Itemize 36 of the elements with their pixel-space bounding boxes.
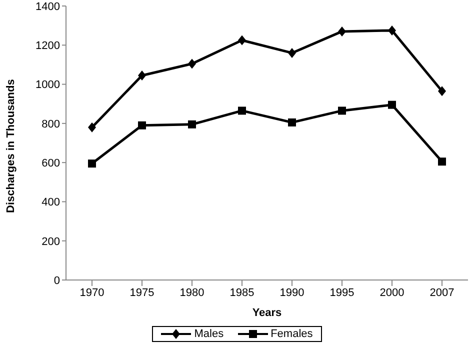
point	[288, 118, 296, 126]
x-tick-label: 1990	[280, 286, 304, 299]
y-tick-label: 600	[42, 157, 60, 170]
point	[288, 48, 296, 58]
x-tick-label: 2000	[380, 286, 404, 299]
point	[238, 35, 246, 46]
y-tick-label: 1200	[36, 40, 60, 52]
legend-label: Males	[194, 328, 224, 340]
y-tick-label: 800	[42, 118, 60, 130]
y-axis-title: Discharges in Thousands	[4, 79, 17, 213]
x-tick-label: 1970	[80, 286, 104, 299]
point	[138, 70, 146, 80]
point	[188, 58, 196, 69]
point	[438, 86, 446, 96]
y-tick-label: 400	[42, 196, 60, 209]
x-axis-title: Years	[252, 307, 282, 319]
x-tick-label: 1975	[130, 286, 154, 299]
point	[238, 106, 246, 115]
point	[438, 158, 446, 166]
point	[138, 121, 146, 130]
point	[88, 160, 96, 168]
x-tick-label: 2007	[430, 286, 454, 299]
y-tick-label: 0	[54, 274, 60, 287]
point	[338, 106, 346, 115]
x-tick-label: 1985	[230, 286, 254, 299]
legend-label: Females	[270, 328, 313, 340]
point	[388, 100, 396, 109]
point	[388, 25, 396, 36]
y-tick-label: 200	[42, 236, 60, 248]
point	[188, 120, 196, 128]
y-tick-label: 1400	[36, 0, 60, 13]
x-tick-label: 1995	[330, 286, 354, 299]
x-tick-label: 1980	[180, 286, 204, 299]
point	[88, 122, 96, 132]
y-tick-label: 1000	[36, 79, 60, 92]
point	[338, 26, 346, 36]
